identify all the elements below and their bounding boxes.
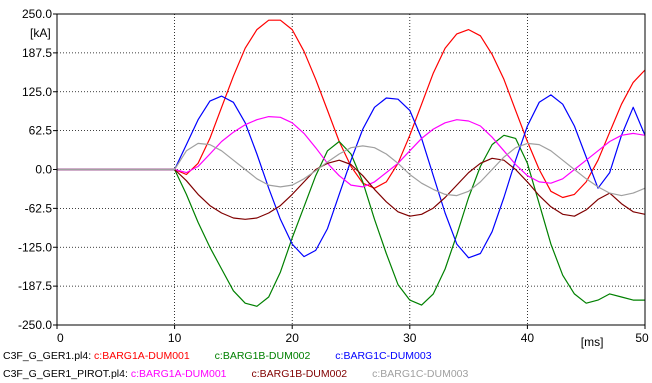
y-axis-ticks: 250.0 187.5 125.0 62.5 0.0 -62.5 -125.0 -187.5 -… xyxy=(18,7,57,332)
x-tick-label-1: 10 xyxy=(168,331,182,345)
series-line-6 xyxy=(57,142,646,197)
x-unit-label: [ms] xyxy=(581,335,604,349)
legend-row-2: C3F_G_GER1_PIROT.pl4: c:BARG1A-DUM001 c:… xyxy=(3,368,468,380)
y-tick-label-6: -125.0 xyxy=(18,240,52,254)
y-tick-label-3: 62.5 xyxy=(29,124,53,138)
series-line-2 xyxy=(57,134,645,307)
y-tick-label-0: 250.0 xyxy=(22,7,52,21)
legend-file-2: C3F_G_GER1_PIROT.pl4: xyxy=(3,368,128,380)
y-tick-label-5: -62.5 xyxy=(25,201,53,215)
legend-entry-1a: c:BARG1A-DUM001 xyxy=(94,350,190,362)
x-tick-label-4: 40 xyxy=(521,331,535,345)
series-lines xyxy=(57,19,646,307)
legend-entry-1c: c:BARG1C-DUM003 xyxy=(335,350,432,362)
series-line-3 xyxy=(57,94,646,259)
legend-entry-2a: c:BARG1A-DUM001 xyxy=(130,368,227,380)
y-unit-label: [kA] xyxy=(30,26,51,40)
x-tick-label-3: 30 xyxy=(403,331,417,345)
y-tick-label-7: -187.5 xyxy=(18,279,52,293)
legend-entry-2b: c:BARG1B-DUM002 xyxy=(251,368,348,380)
y-tick-label-4: 0.0 xyxy=(35,163,52,177)
y-tick-label-1: 187.5 xyxy=(22,46,52,60)
legend-file-1: C3F_G_GER1.pl4: xyxy=(3,350,92,362)
y-tick-label-8: -250.0 xyxy=(18,318,52,332)
x-tick-label-2: 20 xyxy=(286,331,300,345)
x-axis-ticks: 0 10 20 30 40 [ms] 50 xyxy=(56,325,649,349)
series-line-5 xyxy=(57,157,646,220)
legend-row-1: C3F_G_GER1.pl4: c:BARG1A-DUM001 c:BARG1B… xyxy=(3,350,432,362)
x-tick-label-6: 50 xyxy=(635,331,649,345)
x-tick-label-0: 0 xyxy=(57,331,64,345)
legend-entry-2c: c:BARG1C-DUM003 xyxy=(372,368,469,380)
legend-entry-1b: c:BARG1B-DUM002 xyxy=(214,350,311,362)
y-tick-label-2: 125.0 xyxy=(22,85,52,99)
